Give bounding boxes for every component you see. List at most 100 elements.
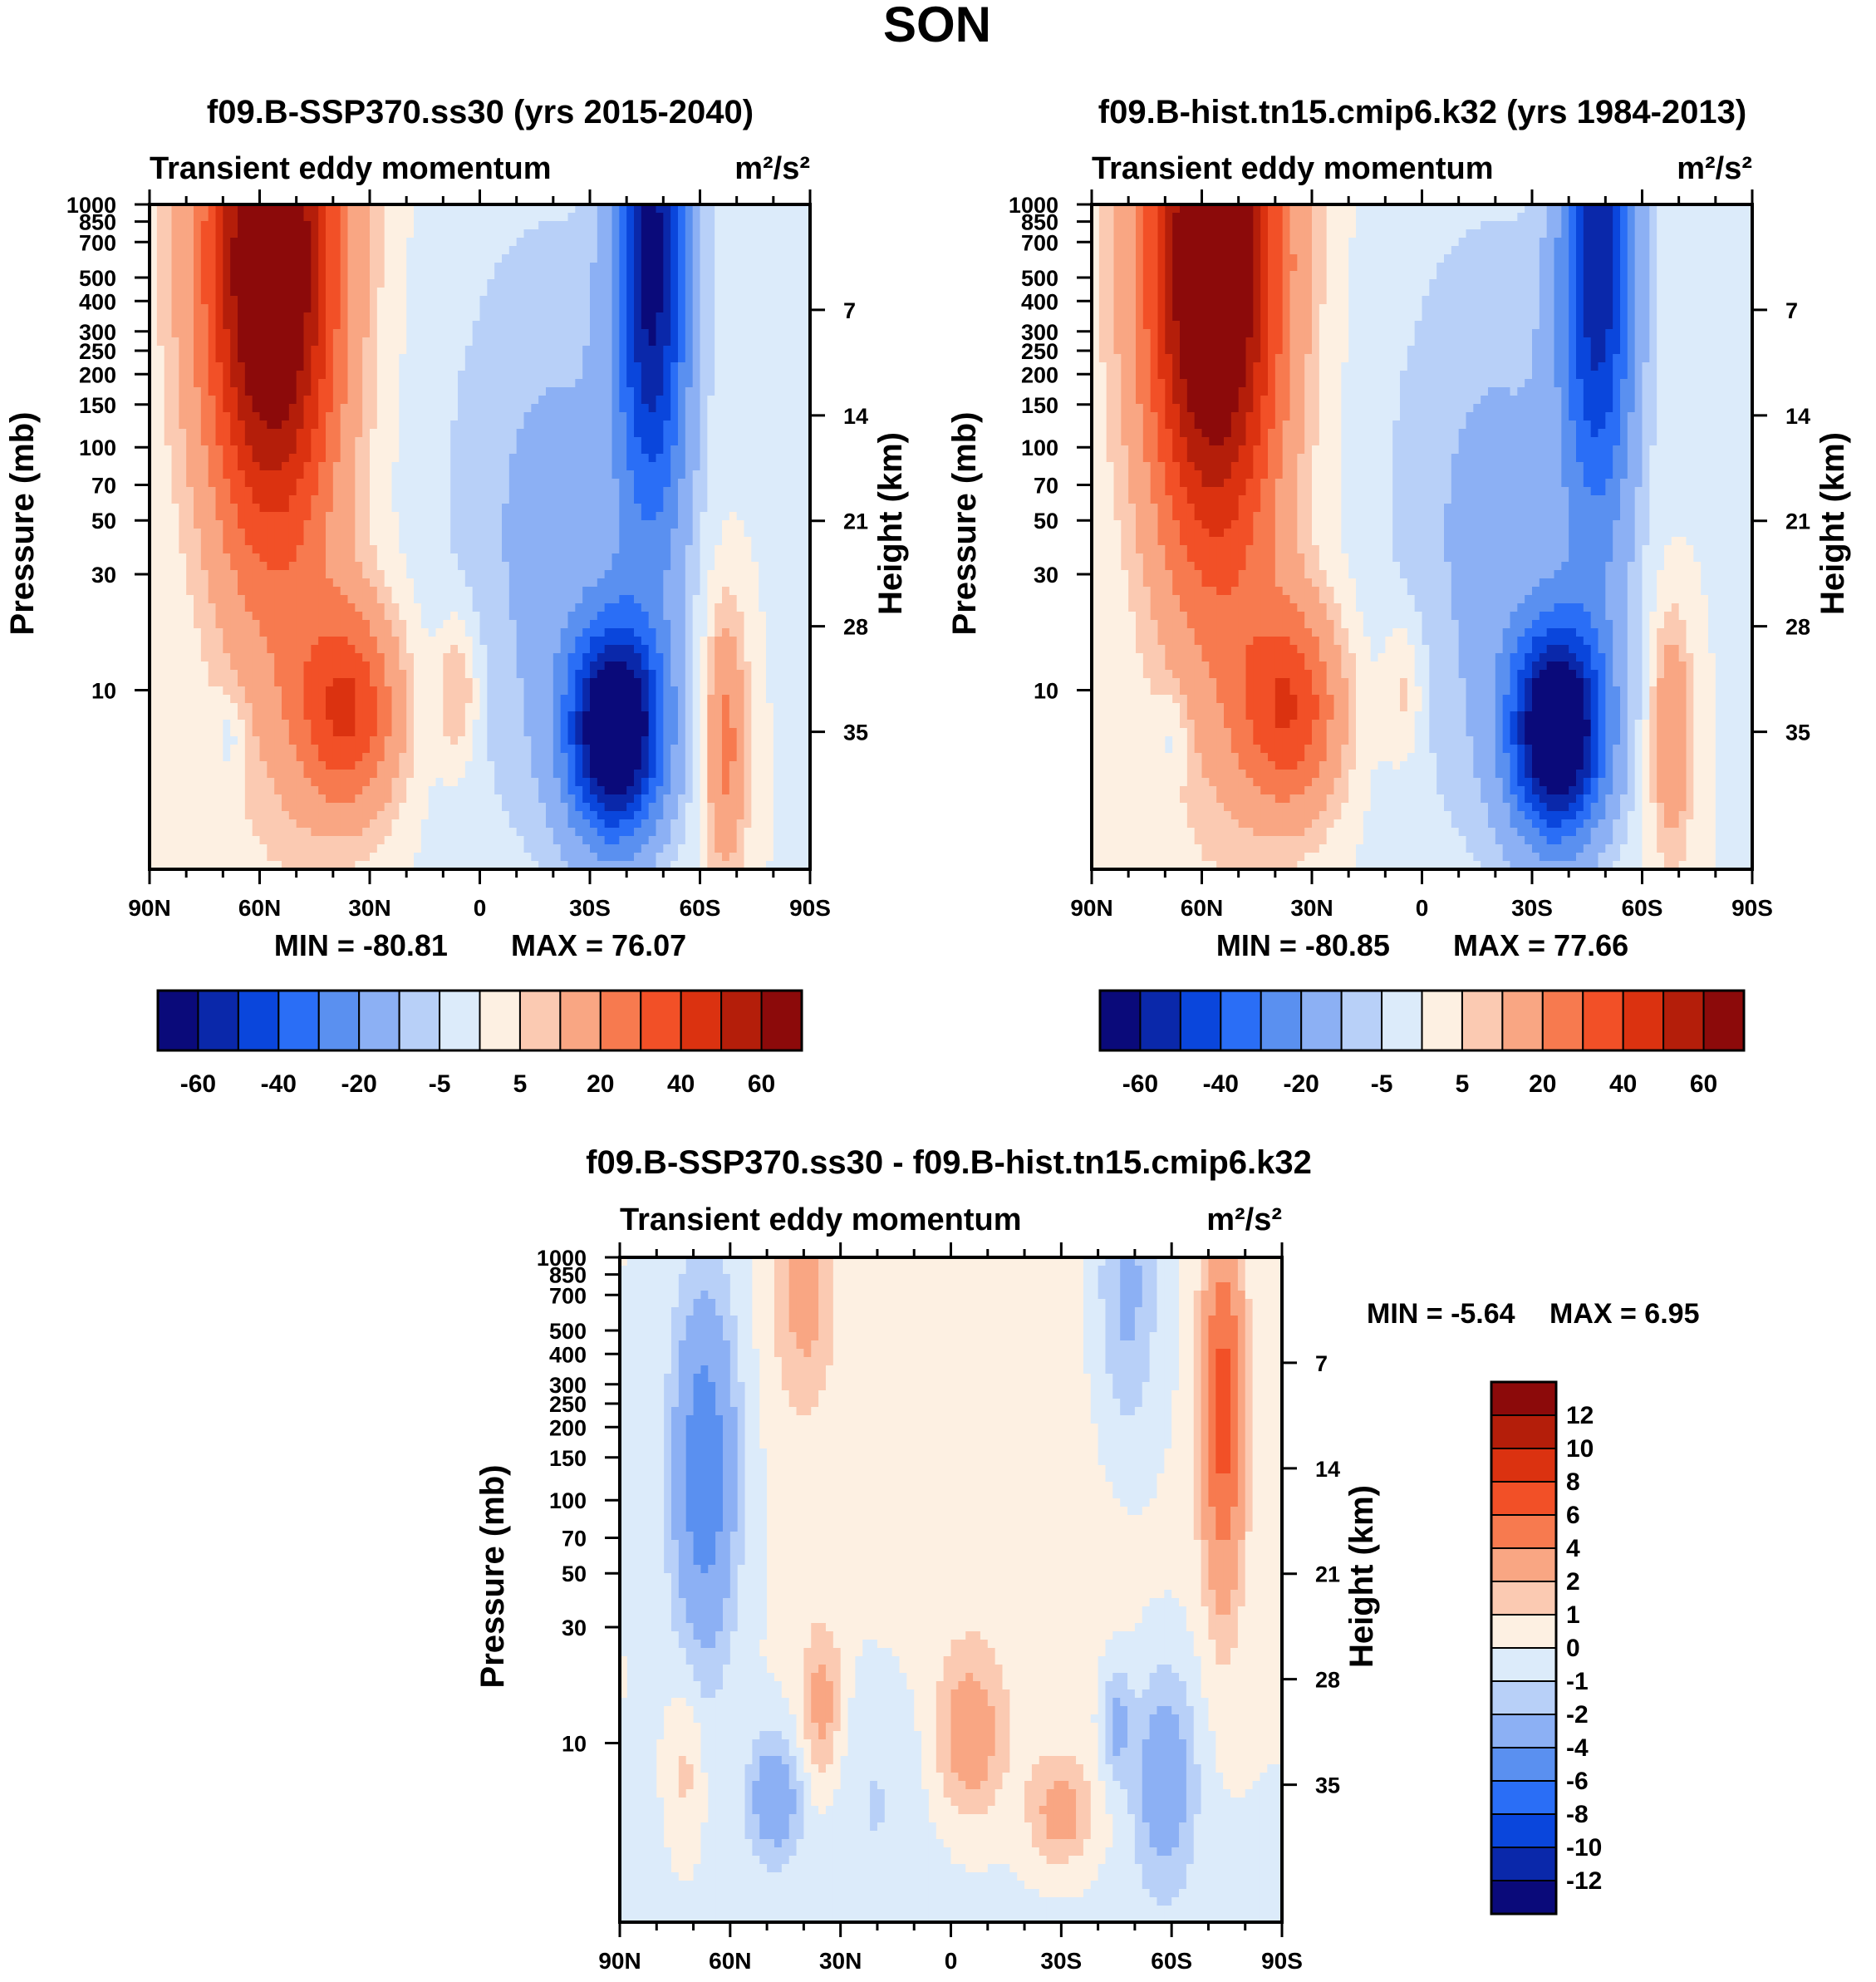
field-cell [406, 296, 414, 305]
field-cell [473, 246, 480, 255]
field-cell [318, 321, 326, 330]
field-cell [209, 213, 216, 222]
field-cell [194, 263, 201, 272]
field-cell [179, 271, 186, 280]
field-cell [165, 279, 172, 288]
field-cell [487, 238, 494, 247]
field-cell [282, 263, 289, 272]
field-cell [289, 213, 297, 222]
field-cell [582, 329, 590, 338]
field-cell [737, 321, 744, 330]
field-cell [715, 263, 722, 272]
field-cell [443, 246, 450, 255]
field-cell [362, 329, 370, 338]
field-cell [722, 246, 729, 255]
field-cell [788, 288, 796, 297]
field-cell [546, 321, 553, 330]
field-cell [230, 254, 238, 263]
field-cell [766, 271, 773, 280]
contour-field [150, 204, 811, 870]
field-cell [326, 304, 333, 313]
field-cell [502, 288, 509, 297]
field-cell [744, 263, 752, 272]
field-cell [223, 246, 230, 255]
field-cell [172, 221, 179, 230]
field-cell [575, 304, 582, 313]
field-cell [517, 238, 524, 247]
field-cell [781, 246, 788, 255]
field-cell [561, 321, 568, 330]
field-cell [333, 296, 341, 305]
field-cell [370, 279, 377, 288]
field-cell [473, 213, 480, 222]
field-cell [450, 337, 458, 347]
field-cell [267, 296, 274, 305]
field-cell [568, 238, 576, 247]
field-cell [341, 229, 348, 239]
field-cell [722, 312, 729, 322]
field-cell [458, 296, 465, 305]
field-cell [179, 321, 186, 330]
field-cell [172, 321, 179, 330]
field-cell [729, 288, 737, 297]
field-cell [634, 238, 641, 247]
field-cell [341, 246, 348, 255]
field-cell [172, 337, 179, 347]
field-cell [421, 238, 429, 247]
field-cell [773, 296, 781, 305]
field-cell [722, 279, 729, 288]
field-cell [238, 288, 245, 297]
field-cell [494, 329, 502, 338]
field-cell [385, 337, 392, 347]
field-cell [494, 238, 502, 247]
field-cell [421, 296, 429, 305]
field-cell [575, 312, 582, 322]
field-cell [179, 263, 186, 272]
field-cell [406, 321, 414, 330]
field-cell [230, 329, 238, 338]
field-cell [517, 246, 524, 255]
field-cell [194, 288, 201, 297]
field-cell [253, 296, 260, 305]
field-cell [759, 229, 766, 239]
field-cell [759, 312, 766, 322]
field-cell [362, 337, 370, 347]
field-cell [297, 271, 304, 280]
field-cell [450, 229, 458, 239]
field-cell [670, 288, 678, 297]
field-cell [436, 238, 444, 247]
field-cell [238, 229, 245, 239]
left-string: Transient eddy momentum [150, 151, 552, 186]
field-cell [385, 271, 392, 280]
field-cell [421, 271, 429, 280]
field-cell [355, 229, 362, 239]
field-cell [766, 288, 773, 297]
field-cell [553, 279, 561, 288]
figure: SON f09.B-SSP370.ss30 (yrs 2015-2040)Tra… [0, 0, 1876, 1982]
field-cell [590, 288, 597, 297]
field-cell [649, 296, 656, 305]
field-cell [260, 221, 268, 230]
field-cell [223, 321, 230, 330]
field-cell [634, 312, 641, 322]
field-cell [392, 296, 400, 305]
field-cell [289, 321, 297, 330]
field-cell [260, 279, 268, 288]
field-cell [333, 229, 341, 239]
field-cell [172, 229, 179, 239]
field-cell [531, 238, 538, 247]
field-cell [656, 229, 664, 239]
field-cell [538, 229, 546, 239]
field-cell [443, 213, 450, 222]
field-cell [626, 312, 634, 322]
field-cell [443, 229, 450, 239]
field-cell [414, 229, 421, 239]
field-cell [605, 246, 612, 255]
field-cell [223, 329, 230, 338]
field-cell [605, 279, 612, 288]
field-cell [531, 271, 538, 280]
field-cell [186, 238, 194, 247]
field-cell [194, 312, 201, 322]
field-cell [546, 246, 553, 255]
field-cell [619, 221, 626, 230]
